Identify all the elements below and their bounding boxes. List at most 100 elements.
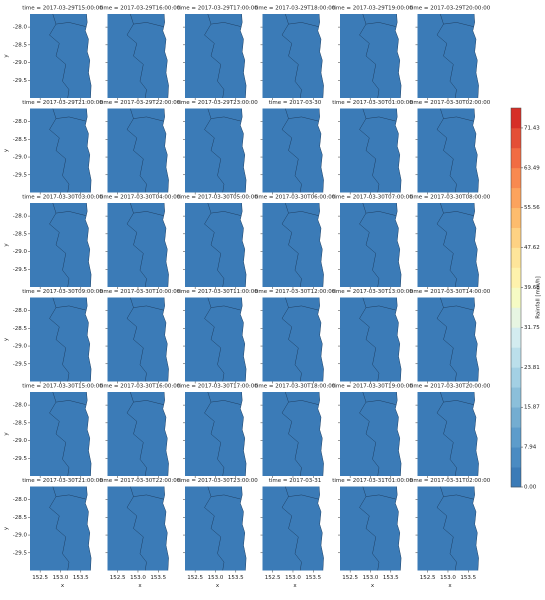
colorbar-band — [511, 167, 521, 189]
colorbar-label: Rainfall [mm/h] — [536, 276, 542, 319]
y-tick-label: -28.5 — [13, 326, 28, 332]
colorbar-band — [511, 427, 521, 448]
panel: time = 2017-03-30T23:00:00 152.5 153.0 153.… — [177, 478, 258, 589]
map-land — [30, 14, 92, 98]
panel: time = 2017-03-29T15:00:00 -28.0 -28.5 -29.… — [4, 6, 103, 100]
x-tick-label: 153.0 — [285, 575, 301, 581]
map-boundary — [443, 22, 474, 27]
panel: time = 2017-03-30T07:00:00 — [332, 195, 413, 289]
map-boundary — [443, 494, 474, 500]
map-coastline — [240, 202, 247, 288]
y-tick-label: -28.5 — [13, 231, 28, 237]
panel: time = 2017-03-29T21:00:00 -28.0 -28.5 -29.… — [4, 100, 103, 195]
map-boundary — [133, 116, 164, 122]
y-tick-label: -28.0 — [13, 403, 28, 409]
panel: time = 2017-03-30T09:00:00 -28.0 -28.5 -29.… — [4, 289, 103, 384]
map-boundary — [49, 108, 70, 193]
map-land — [107, 392, 169, 476]
panel-title: time = 2017-03-30T19:00:00 — [332, 384, 413, 390]
colorbar-band — [511, 227, 521, 248]
map-coastline — [472, 297, 479, 382]
panel: time = 2017-03-29T22:00:00 — [100, 100, 181, 195]
map-boundary — [281, 202, 302, 288]
x-tick-label: 152.5 — [342, 575, 358, 581]
map-boundary — [133, 305, 164, 311]
panel: time = 2017-03-29T18:00:00 — [255, 6, 336, 100]
map-boundary — [126, 108, 147, 193]
y-tick-label: -29.5 — [13, 361, 28, 367]
map-coastline — [162, 486, 169, 571]
map-boundary — [204, 202, 225, 288]
colorbar-band — [511, 267, 521, 288]
map-boundary — [359, 202, 380, 288]
map-land — [107, 14, 169, 98]
panel: time = 2017-03-30T12:00:00 — [255, 289, 336, 384]
panel-title: time = 2017-03-30T13:00:00 — [332, 289, 413, 295]
y-tick-label: -29.0 — [13, 155, 28, 161]
y-tick-label: -29.5 — [13, 550, 28, 556]
map-land — [417, 392, 479, 476]
panel: time = 2017-03-30T19:00:00 — [332, 384, 413, 478]
map-land — [185, 108, 247, 193]
map-boundary — [365, 211, 396, 216]
map-boundary — [436, 108, 457, 193]
map-boundary — [436, 297, 457, 382]
map-land — [262, 14, 324, 98]
map-coastline — [395, 391, 402, 477]
panel-title: time = 2017-03-30T01:00:00 — [332, 100, 413, 106]
x-tick-label: 153.0 — [440, 575, 456, 581]
map-boundary — [443, 305, 474, 311]
x-tick-label: 153.0 — [363, 575, 379, 581]
panel-title: time = 2017-03-29T22:00:00 — [100, 100, 181, 106]
panel-title: time = 2017-03-30T10:00:00 — [100, 289, 181, 295]
panel-title: time = 2017-03-29T17:00:00 — [177, 6, 258, 12]
map-boundary — [288, 211, 319, 216]
map-boundary — [133, 22, 164, 27]
colorbar-band — [511, 247, 521, 268]
panel-title: time = 2017-03-30T05:00:00 — [177, 195, 258, 201]
y-tick-label: -28.0 — [13, 25, 28, 31]
map-boundary — [359, 391, 380, 477]
panel: time = 2017-03-29T17:00:00 — [177, 6, 258, 100]
map-coastline — [472, 202, 479, 288]
panel: time = 2017-03-30T22:00:00 152.5 153.0 153.… — [100, 478, 181, 589]
map-coastline — [85, 202, 92, 288]
map-land — [340, 297, 402, 382]
panel-title: time = 2017-03-30T17:00:00 — [177, 384, 258, 390]
y-tick-label: -29.0 — [13, 438, 28, 444]
y-tick-label: -28.0 — [13, 497, 28, 503]
map-boundary — [210, 211, 241, 216]
map-boundary — [49, 297, 70, 382]
colorbar-band — [511, 108, 521, 129]
colorbar-tick-label: 71.43 — [524, 125, 540, 131]
panel: time = 2017-03-30T10:00:00 — [100, 289, 181, 384]
map-boundary — [133, 494, 164, 500]
map-land — [417, 486, 479, 571]
map-boundary — [204, 297, 225, 382]
map-boundary — [210, 400, 241, 405]
colorbar-tick-label: 55.56 — [524, 205, 540, 211]
map-land — [107, 486, 169, 571]
map-land — [262, 203, 324, 287]
colorbar-band — [511, 367, 521, 388]
map-boundary — [281, 486, 302, 571]
map-coastline — [240, 486, 247, 571]
map-coastline — [395, 13, 402, 99]
x-axis-label: x — [216, 583, 220, 589]
x-tick-label: 153.5 — [228, 575, 244, 581]
panel: time = 2017-03-29T16:00:00 — [100, 6, 181, 100]
panel-title: time = 2017-03-31T01:00:00 — [332, 478, 413, 484]
x-axis-label: x — [61, 583, 65, 589]
panel-title: time = 2017-03-30T03:00:00 — [22, 195, 103, 201]
panel-title: time = 2017-03-30T15:00:00 — [22, 384, 103, 390]
map-boundary — [49, 486, 70, 571]
colorbar-band — [511, 187, 521, 209]
panel: time = 2017-03-30T16:00:00 — [100, 384, 181, 478]
colorbar-band — [511, 447, 521, 468]
map-boundary — [210, 494, 241, 500]
map-boundary — [288, 116, 319, 122]
panel: time = 2017-03-31 152.5 153.0 153.5 x — [260, 478, 324, 589]
x-tick-label: 153.5 — [305, 575, 321, 581]
map-boundary — [436, 13, 457, 99]
x-tick-label: 152.5 — [420, 575, 436, 581]
